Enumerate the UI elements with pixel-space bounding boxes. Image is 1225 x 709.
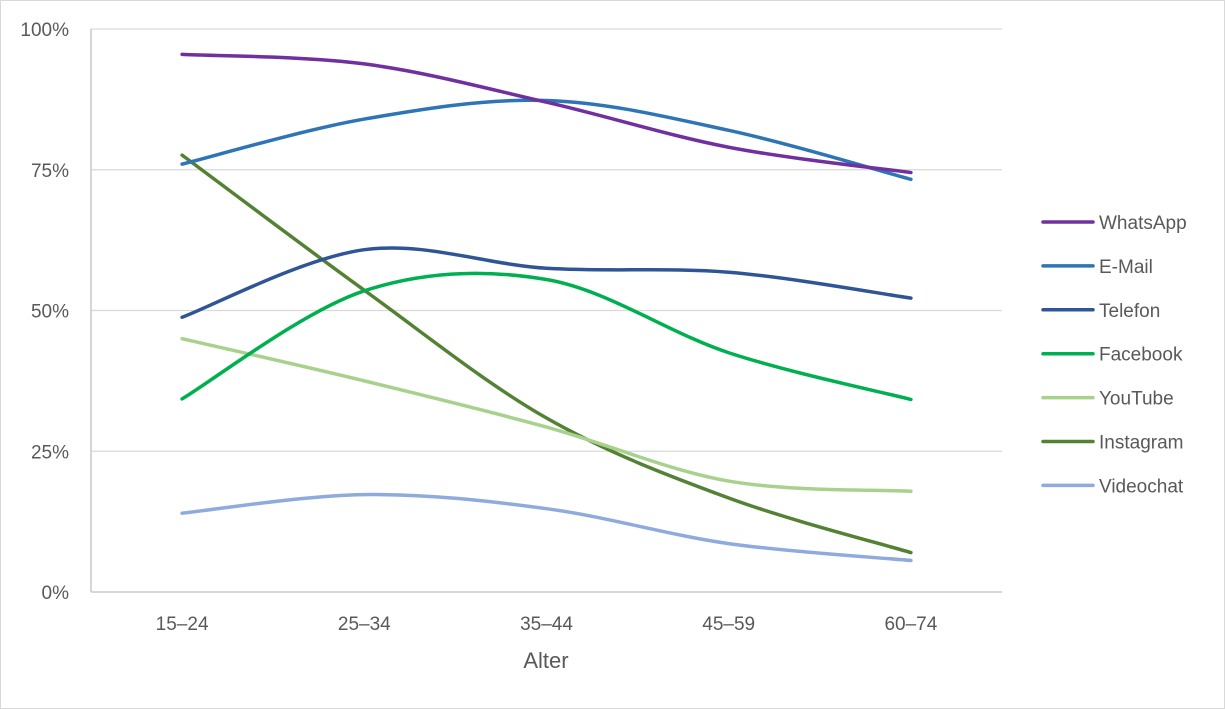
y-tick-label: 25% <box>31 442 69 463</box>
legend-label: WhatsApp <box>1099 213 1187 234</box>
y-tick-label: 50% <box>31 302 69 323</box>
legend-item-youtube: YouTube <box>1041 389 1174 410</box>
legend-label: E-Mail <box>1099 257 1153 278</box>
y-tick-label: 75% <box>31 161 69 182</box>
legend-item-facebook: Facebook <box>1041 345 1183 366</box>
y-axis-ticks: 0% 25% 50% 75% 100% <box>20 20 69 604</box>
legend-label: Telefon <box>1099 301 1160 322</box>
x-axis-ticks: 15–24 25–34 35–44 45–59 60–74 <box>156 614 938 635</box>
x-tick-label: 45–59 <box>702 614 755 635</box>
y-tick-label: 0% <box>42 583 70 604</box>
series-line-telefon <box>180 246 913 320</box>
legend-item-instagram: Instagram <box>1041 433 1183 454</box>
series-line-youtube <box>180 336 913 493</box>
series-lines <box>180 52 913 563</box>
gridlines <box>90 28 1002 593</box>
x-axis-title: Alter <box>523 648 568 673</box>
x-tick-label: 25–34 <box>338 614 391 635</box>
legend-label: Instagram <box>1099 433 1183 454</box>
y-tick-label: 100% <box>20 20 69 41</box>
x-tick-label: 60–74 <box>884 614 937 635</box>
legend-label: Videochat <box>1099 476 1184 497</box>
legend: WhatsApp E-Mail Telefon Facebook YouTube Inst… <box>1041 213 1187 497</box>
series-line-videochat <box>180 492 913 563</box>
legend-item-e-mail: E-Mail <box>1041 257 1153 278</box>
series-line-facebook <box>180 271 913 402</box>
legend-label: Facebook <box>1099 345 1183 366</box>
legend-label: YouTube <box>1099 389 1174 410</box>
legend-item-telefon: Telefon <box>1041 301 1160 322</box>
series-line-e-mail <box>180 98 913 182</box>
legend-item-videochat: Videochat <box>1041 476 1184 497</box>
series-line-whatsapp <box>180 52 913 175</box>
x-tick-label: 35–44 <box>520 614 573 635</box>
series-line-instagram <box>180 153 913 555</box>
x-tick-label: 15–24 <box>156 614 209 635</box>
legend-item-whatsapp: WhatsApp <box>1041 213 1187 234</box>
